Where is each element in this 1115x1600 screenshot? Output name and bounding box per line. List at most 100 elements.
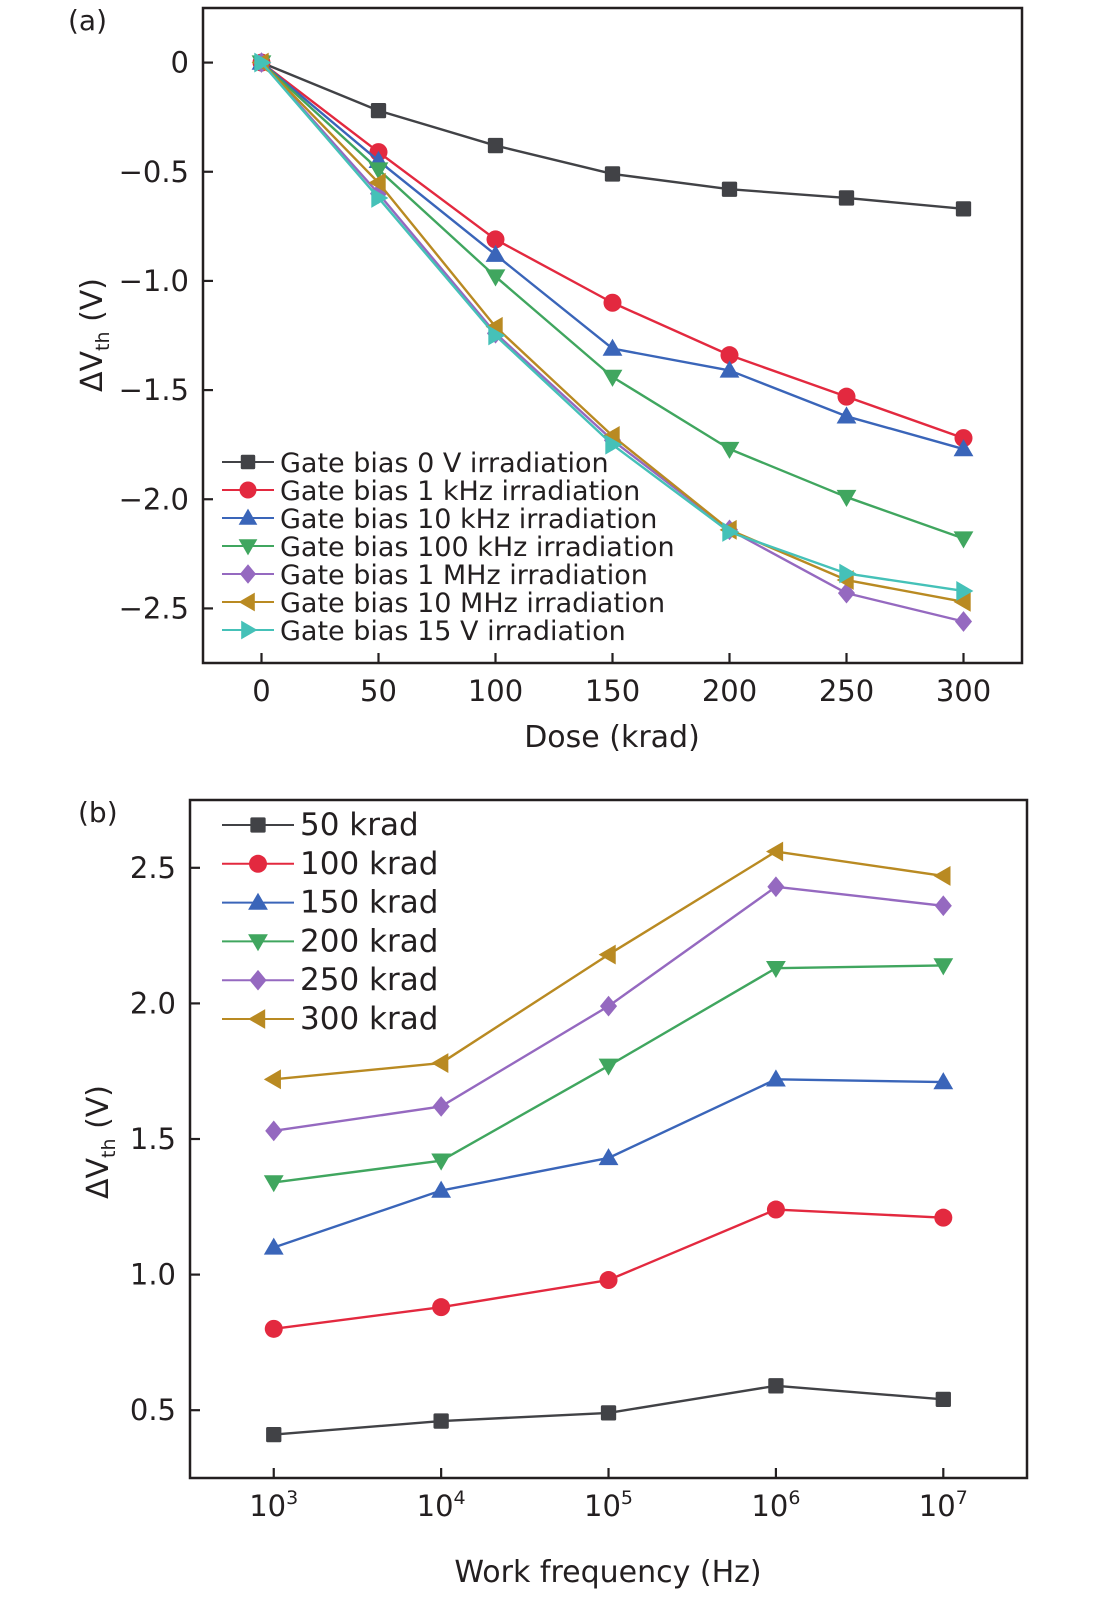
series-3: [263, 1069, 954, 1255]
panel-b-y-title-unit: (V): [81, 1085, 116, 1138]
legend-label: Gate bias 15 V irradiation: [280, 616, 626, 647]
data-point: [432, 1096, 450, 1117]
x-tick-label: 105: [584, 1487, 633, 1523]
data-point: [766, 841, 784, 862]
legend-item: 50 krad: [222, 807, 419, 843]
legend-marker: [241, 620, 258, 640]
data-point: [263, 1069, 281, 1090]
data-point: [839, 563, 857, 584]
panel-a-y-title-sub: th: [92, 331, 114, 351]
data-point: [368, 172, 386, 193]
legend-marker: [238, 592, 255, 612]
data-point: [599, 995, 618, 1017]
data-point: [954, 429, 973, 448]
data-point: [766, 1200, 785, 1219]
data-point: [602, 338, 623, 356]
data-point: [487, 137, 504, 154]
x-tick-label: 107: [919, 1487, 968, 1523]
x-tick-label: 300: [936, 674, 991, 708]
legend-marker: [240, 454, 256, 470]
legend-label: 50 krad: [300, 807, 419, 843]
data-point: [955, 201, 972, 217]
data-point: [432, 1298, 451, 1317]
x-tick-label: 0: [252, 674, 270, 708]
data-point: [485, 269, 506, 287]
legend-item: Gate bias 10 kHz irradiation: [222, 504, 657, 535]
legend-label: Gate bias 1 MHz irradiation: [280, 560, 648, 591]
data-point: [766, 960, 786, 979]
data-point: [720, 346, 739, 365]
panel-b-y-axis-title: ΔVth (V): [81, 1085, 120, 1199]
x-tick-label: 50: [360, 674, 397, 708]
data-point: [605, 434, 623, 455]
data-point: [604, 166, 621, 182]
x-tick-label: 200: [702, 674, 757, 708]
data-point: [935, 1391, 951, 1408]
data-point: [486, 230, 505, 249]
y-tick-label: −1.5: [119, 373, 189, 407]
y-tick-label: −0.5: [119, 155, 189, 189]
series-4: [263, 958, 954, 1193]
data-point: [954, 611, 973, 632]
legend-item: 100 krad: [222, 846, 438, 882]
legend-label: Gate bias 1 kHz irradiation: [280, 476, 640, 507]
data-point: [836, 489, 857, 507]
legend-marker: [248, 934, 268, 952]
panel-a-x-axis: 0 50 100 150 200 250 300: [252, 653, 991, 708]
data-point: [719, 441, 740, 459]
data-point: [431, 1153, 452, 1171]
data-point: [433, 1413, 449, 1429]
legend-label: Gate bias 0 V irradiation: [280, 448, 609, 479]
legend-marker: [239, 481, 257, 499]
data-point: [953, 531, 974, 549]
data-point: [263, 1175, 284, 1193]
data-point: [934, 1208, 953, 1227]
data-point: [431, 1180, 452, 1198]
series-2: [264, 1200, 953, 1338]
data-point: [722, 522, 740, 542]
y-tick-label: −1.0: [119, 264, 189, 298]
panel-b-y-title-sub: th: [98, 1138, 120, 1158]
legend-label: 150 krad: [300, 885, 438, 921]
series-line: [273, 1208, 944, 1331]
series-1: [266, 1378, 951, 1443]
panel-a-series-group: [251, 52, 974, 632]
legend-label: Gate bias 10 MHz irradiation: [280, 588, 665, 619]
legend-item: Gate bias 100 kHz irradiation: [222, 532, 675, 563]
y-tick-label: 2.5: [130, 851, 176, 885]
legend-marker: [250, 817, 266, 833]
x-tick-label: 104: [417, 1487, 466, 1523]
data-point: [837, 387, 856, 406]
data-point: [600, 1405, 617, 1421]
panel-a-y-axis-title: ΔVth (V): [75, 278, 114, 392]
series-5: [265, 876, 952, 1142]
data-point: [953, 439, 974, 457]
panel-a-chart: (a) 0 −0.5 −1.0 −1.5 −2.0 −2.5 0 50 100 150 200 25…: [68, 4, 1024, 755]
x-tick-label: 150: [585, 674, 640, 708]
data-point: [488, 325, 506, 346]
data-point: [598, 1148, 619, 1166]
y-tick-label: 0: [171, 46, 189, 80]
x-tick-label: 106: [751, 1487, 800, 1523]
panel-b-x-axis-title: Work frequency (Hz): [454, 1555, 761, 1590]
data-point: [602, 369, 623, 387]
data-point: [933, 958, 954, 976]
data-point: [953, 591, 971, 612]
legend-marker: [249, 969, 267, 991]
legend-label: 200 krad: [300, 923, 438, 959]
panel-b-x-axis: 103 104 105 106 107: [249, 1468, 968, 1523]
panel-b-y-title-main: ΔV: [81, 1157, 116, 1199]
legend-marker: [238, 539, 258, 556]
legend-label: Gate bias 100 kHz irradiation: [280, 532, 675, 563]
x-tick-label: 103: [249, 1487, 298, 1523]
legend-marker: [248, 892, 268, 910]
panel-b-y-axis: 0.5 1.0 1.5 2.0 2.5: [130, 851, 200, 1427]
data-point: [838, 190, 855, 206]
data-point: [264, 1319, 283, 1338]
legend-item: Gate bias 10 MHz irradiation: [222, 588, 665, 619]
series-line: [260, 61, 964, 451]
data-point: [933, 866, 951, 886]
